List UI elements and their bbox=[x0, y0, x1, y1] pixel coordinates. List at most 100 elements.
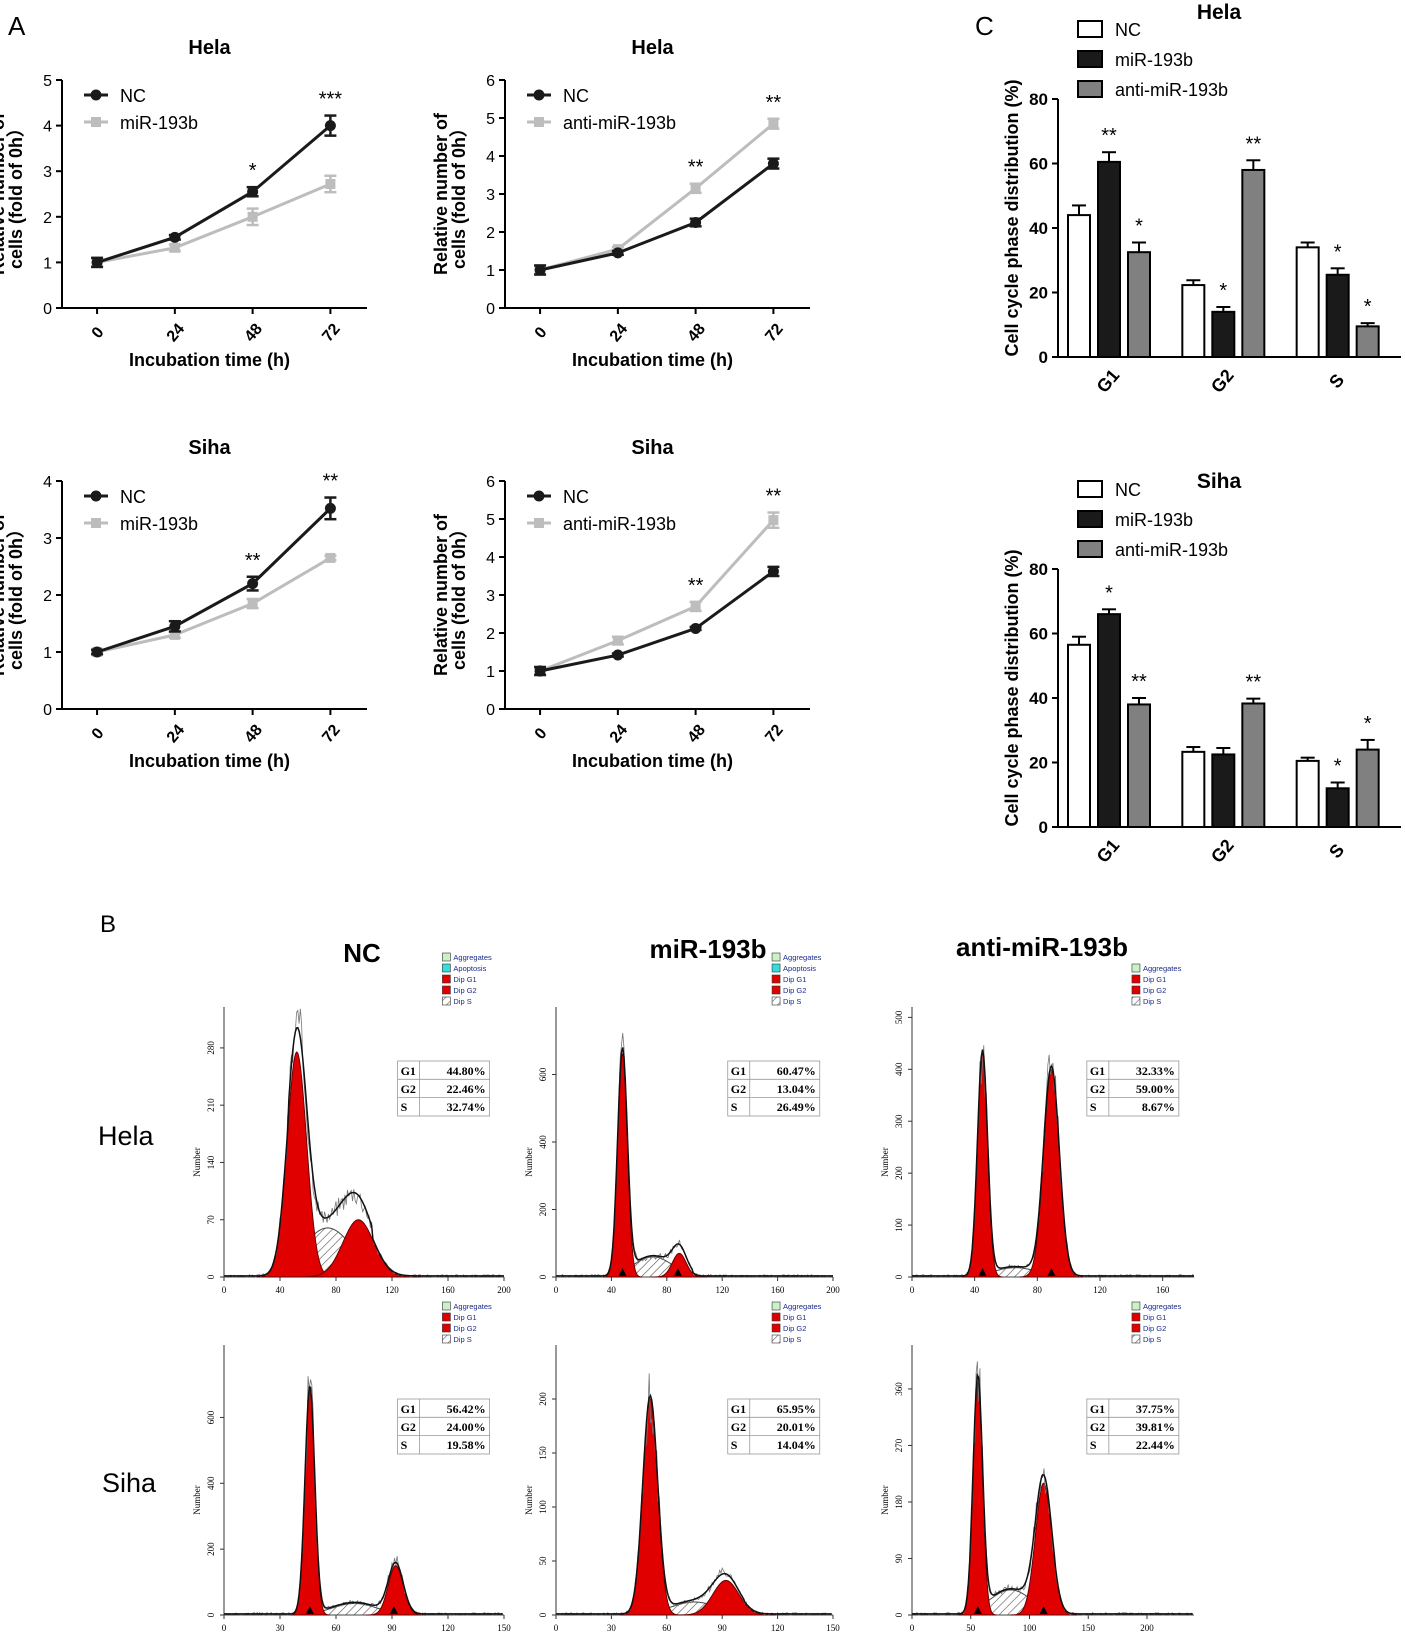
x-tick-label: 48 bbox=[242, 321, 267, 346]
data-point-nc bbox=[612, 649, 624, 661]
legend-label: anti-miR-193b bbox=[1115, 540, 1228, 560]
stats-table bbox=[397, 1398, 491, 1455]
stats-value: 39.81% bbox=[1136, 1420, 1175, 1434]
y-tick-label: 6 bbox=[486, 73, 495, 90]
data-point-treatment bbox=[169, 242, 180, 253]
y-tick-label: 270 bbox=[894, 1438, 904, 1452]
stats-value: 59.00% bbox=[1136, 1082, 1175, 1096]
data-point-nc bbox=[767, 158, 779, 170]
y-tick-label: 1 bbox=[43, 645, 52, 662]
x-tick-label: 72 bbox=[319, 722, 344, 747]
significance-label: ** bbox=[688, 157, 704, 179]
y-tick-label: 90 bbox=[894, 1553, 904, 1563]
legend-label: miR-193b bbox=[1115, 50, 1193, 70]
bar-anti-mir-193b bbox=[1355, 748, 1380, 828]
significance-label: * bbox=[1105, 582, 1113, 604]
flow-histogram-siha-anti: 0 50 100 150 200 0 90 180 270 360 Number Aggregates… bbox=[880, 1301, 1194, 1633]
stats-phase: S bbox=[401, 1100, 408, 1114]
data-point-nc bbox=[534, 264, 546, 276]
flow-histogram-siha-nc: 0 30 60 90 120 150 0 200 400 600 Number Aggregates D… bbox=[192, 1301, 511, 1633]
stats-table bbox=[1086, 1060, 1180, 1117]
significance-label: * bbox=[1364, 296, 1372, 318]
panel-label-a: A bbox=[8, 11, 26, 41]
significance-label: * bbox=[1135, 216, 1143, 238]
x-tick-label: 80 bbox=[662, 1285, 672, 1295]
legend-label: anti-miR-193b bbox=[563, 514, 676, 534]
flow-legend-label: Dip S bbox=[453, 997, 471, 1006]
flow-legend-swatch bbox=[442, 1334, 451, 1344]
bar-mir-193b bbox=[1097, 613, 1121, 829]
stats-phase: G2 bbox=[731, 1420, 746, 1434]
fit-envelope bbox=[556, 1393, 832, 1615]
flow-legend-swatch bbox=[1131, 996, 1141, 1006]
significance-label: ** bbox=[1101, 125, 1117, 147]
significance-label: * bbox=[1334, 241, 1342, 263]
flow-histogram-siha-mir: 0 30 60 90 120 150 0 50 100 150 200 Number Aggregate… bbox=[524, 1301, 840, 1633]
legend-marker bbox=[534, 117, 544, 127]
x-tick-label: 100 bbox=[1023, 1623, 1037, 1633]
peak-marker bbox=[673, 1268, 682, 1276]
y-tick-label: 0 bbox=[538, 1612, 548, 1617]
x-tick-label: 72 bbox=[762, 722, 787, 747]
data-point-treatment bbox=[768, 118, 779, 129]
x-tick-label: S bbox=[1325, 840, 1348, 862]
x-tick-label: 120 bbox=[1093, 1285, 1107, 1295]
y-tick-label: 0 bbox=[894, 1274, 904, 1279]
bar-mir-193b bbox=[1097, 160, 1121, 358]
flow-legend-swatch bbox=[1131, 1312, 1141, 1322]
y-axis-label: Number bbox=[524, 1147, 534, 1177]
x-tick-label: 150 bbox=[826, 1623, 840, 1633]
flow-legend-label: Dip S bbox=[783, 1335, 801, 1344]
legend-label: anti-miR-193b bbox=[563, 113, 676, 133]
x-tick-label: 48 bbox=[242, 722, 267, 747]
x-tick-label: 30 bbox=[607, 1623, 617, 1633]
legend-label: NC bbox=[563, 86, 589, 106]
stats-value: 14.04% bbox=[777, 1438, 816, 1452]
line-chart-siha-anti: Siha 0 1 2 3 4 5 6 0 24 48 72 Incubation time (h) Rel… bbox=[431, 437, 810, 771]
stats-value: 22.46% bbox=[447, 1082, 486, 1096]
flow-legend-label: Aggregates bbox=[1143, 1302, 1182, 1311]
flow-legend-swatch bbox=[771, 985, 781, 995]
flow-legend-label: Dip G1 bbox=[783, 1313, 806, 1322]
bar-nc bbox=[1295, 246, 1320, 359]
y-tick-label: 0 bbox=[1039, 818, 1048, 837]
flow-legend-label: Apoptosis bbox=[783, 964, 816, 973]
chart-title: Hela bbox=[188, 37, 231, 59]
flow-legend-swatch bbox=[442, 985, 451, 995]
flow-col-title-anti: anti-miR-193b bbox=[956, 932, 1128, 962]
y-axis-label: Relative number of bbox=[431, 112, 451, 275]
y-tick-label: 1 bbox=[43, 255, 52, 272]
significance-label: ** bbox=[766, 486, 782, 508]
data-point-nc bbox=[247, 578, 259, 590]
g2-peak bbox=[365, 1565, 426, 1616]
data-point-treatment bbox=[247, 598, 258, 609]
x-tick-label: 30 bbox=[276, 1623, 286, 1633]
g1-peak bbox=[289, 1386, 330, 1616]
x-tick-label: 90 bbox=[718, 1623, 728, 1633]
g1-peak bbox=[961, 1052, 1003, 1278]
y-axis-label: Cell cycle phase distribution (%) bbox=[1002, 549, 1022, 826]
stats-phase: G2 bbox=[401, 1420, 416, 1434]
x-tick-label: G2 bbox=[1207, 835, 1238, 866]
x-tick-label: 0 bbox=[554, 1623, 559, 1633]
y-tick-label: 0 bbox=[43, 301, 52, 318]
fit-envelope bbox=[224, 1026, 504, 1277]
flow-legend-swatch bbox=[771, 952, 781, 962]
fit-envelope bbox=[224, 1385, 503, 1615]
panel-label-b: B bbox=[100, 911, 116, 938]
y-tick-label: 200 bbox=[894, 1166, 904, 1180]
stats-table bbox=[397, 1060, 491, 1117]
x-tick-label: 50 bbox=[966, 1623, 976, 1633]
x-tick-label: S bbox=[1325, 370, 1348, 392]
stats-phase: G1 bbox=[401, 1402, 416, 1416]
fit-envelope bbox=[556, 1047, 833, 1277]
x-tick-label: 90 bbox=[388, 1623, 398, 1633]
legend-swatch bbox=[1077, 510, 1103, 528]
flow-legend-label: Dip G1 bbox=[1143, 1313, 1166, 1322]
flow-histogram-hela-nc: 0 40 80 120 160 200 0 70 140 210 280 Number Aggregat… bbox=[192, 952, 511, 1295]
y-axis-label: Number bbox=[524, 1485, 534, 1515]
data-point-treatment bbox=[247, 211, 258, 222]
bar-nc bbox=[1067, 214, 1091, 358]
y-tick-label: 3 bbox=[43, 164, 52, 181]
y-tick-label: 1 bbox=[486, 664, 495, 681]
